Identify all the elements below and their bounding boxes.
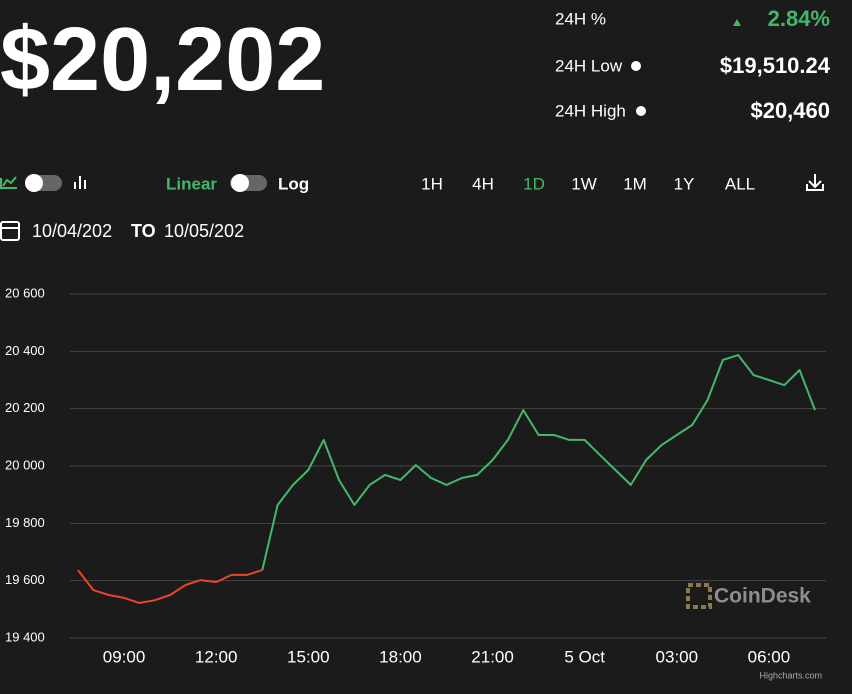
x-tick-label: 5 Oct	[564, 647, 605, 666]
x-tick-label: 12:00	[195, 647, 238, 666]
toggle-knob	[231, 174, 249, 192]
log-label[interactable]: Log	[278, 174, 309, 193]
download-icon[interactable]	[806, 174, 824, 191]
info-icon[interactable]	[631, 61, 641, 71]
y-tick-label: 20 400	[5, 343, 45, 358]
y-tick-label: 19 800	[5, 515, 45, 530]
credit[interactable]: Highcharts.com	[759, 670, 822, 680]
y-tick-label: 19 400	[5, 629, 45, 644]
stat-label: 24H Low	[555, 56, 623, 75]
linear-label[interactable]: Linear	[166, 174, 217, 193]
y-tick-label: 19 600	[5, 572, 45, 587]
stat-label: 24H High	[555, 101, 626, 120]
price-line	[261, 354, 816, 571]
date-to[interactable]: 10/05/202	[164, 221, 244, 241]
stat-value: 2.84%	[768, 6, 830, 31]
stat-value: $19,510.24	[720, 53, 831, 78]
info-icon[interactable]	[636, 106, 646, 116]
candle-icon[interactable]	[74, 176, 86, 189]
x-tick-label: 18:00	[379, 647, 422, 666]
toggle-knob	[25, 174, 43, 192]
x-tick-label: 03:00	[656, 647, 699, 666]
watermark-logo	[686, 583, 712, 609]
range-button[interactable]: 1Y	[674, 174, 695, 193]
up-arrow	[733, 19, 741, 26]
x-tick-label: 21:00	[471, 647, 514, 666]
y-tick-label: 20 200	[5, 400, 45, 415]
x-tick-label: 06:00	[748, 647, 791, 666]
area-icon[interactable]	[0, 176, 17, 189]
y-tick-label: 20 600	[5, 285, 45, 300]
x-tick-label: 09:00	[103, 647, 146, 666]
watermark: CoinDesk	[714, 585, 811, 608]
stat-value: $20,460	[750, 98, 830, 123]
range-button[interactable]: 1D	[523, 174, 545, 193]
range-button[interactable]: 1M	[623, 174, 647, 193]
stat-label: 24H %	[555, 9, 606, 28]
range-button[interactable]: 1H	[421, 174, 443, 193]
date-from[interactable]: 10/04/202	[32, 221, 112, 241]
calendar-icon[interactable]	[0, 221, 20, 241]
y-tick-label: 20 000	[5, 457, 45, 472]
range-button[interactable]: ALL	[725, 174, 755, 193]
range-button[interactable]: 4H	[472, 174, 494, 193]
x-tick-label: 15:00	[287, 647, 330, 666]
range-button[interactable]: 1W	[571, 174, 597, 193]
price: $20,202	[0, 10, 325, 110]
price-line	[77, 569, 263, 604]
date-to-label: TO	[131, 221, 156, 241]
